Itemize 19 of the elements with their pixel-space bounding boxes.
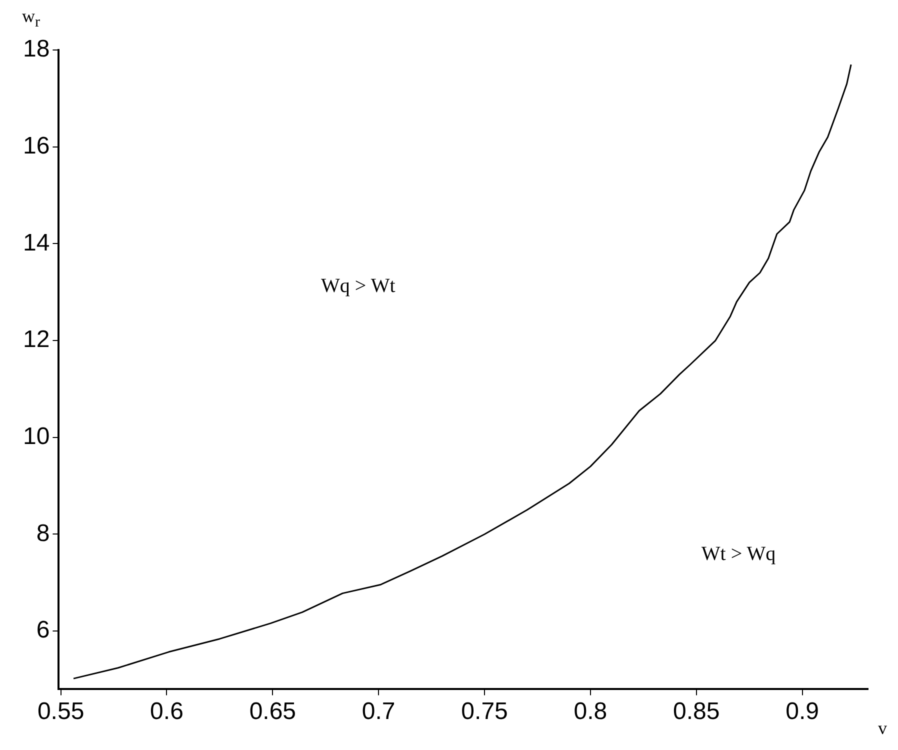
annotation: Wt > Wq (701, 543, 776, 566)
x-tick-label: 0.65 (249, 698, 296, 726)
y-tick-label: 10 (22, 423, 50, 450)
annotation: Wq > Wt (321, 274, 396, 297)
y-tick-label: 14 (22, 229, 50, 256)
y-tick-label: 18 (22, 36, 50, 63)
y-tick-label: 6 (36, 616, 50, 644)
y-tick-label: 12 (22, 326, 50, 354)
x-tick-label: 0.55 (37, 698, 84, 726)
y-axis-title: w$_{r}$ (22, 6, 40, 32)
x-tick-label: 0.85 (673, 698, 720, 726)
x-tick-label: 0.75 (461, 698, 508, 726)
x-tick-label: 0.6 (150, 698, 184, 726)
x-axis-title: v (878, 718, 887, 739)
y-tick-label: 16 (22, 132, 50, 160)
x-tick-label: 0.8 (574, 698, 608, 726)
y-tick-label: 8 (36, 520, 50, 547)
x-tick-label: 0.7 (362, 698, 396, 726)
x-tick-label: 0.9 (786, 698, 820, 726)
